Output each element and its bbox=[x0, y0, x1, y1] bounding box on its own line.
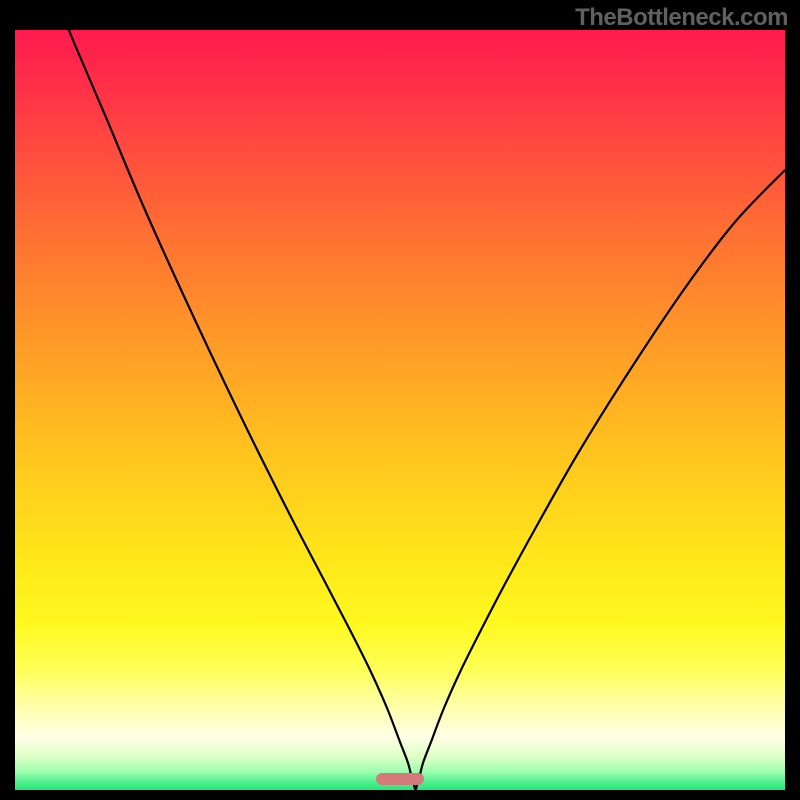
watermark-text: TheBottleneck.com bbox=[575, 4, 788, 32]
curve-layer bbox=[15, 30, 785, 790]
bottleneck-curve bbox=[65, 30, 785, 790]
plot-area bbox=[15, 30, 785, 790]
minimum-marker bbox=[376, 773, 424, 785]
